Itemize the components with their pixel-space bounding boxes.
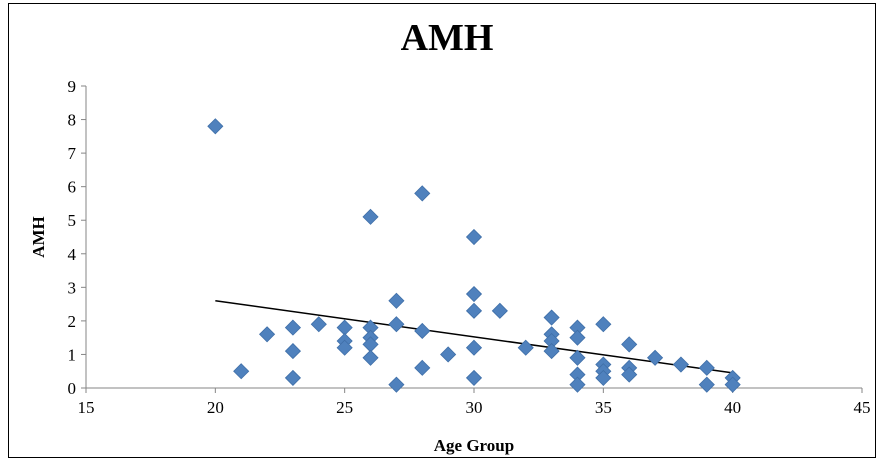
y-tick-label: 2 [68, 312, 77, 331]
data-point [362, 349, 379, 366]
data-point [698, 359, 715, 376]
data-point [569, 349, 586, 366]
x-tick-label: 15 [78, 398, 95, 417]
data-point [465, 285, 483, 303]
data-point [672, 356, 689, 373]
y-tick-label: 3 [68, 278, 77, 297]
data-point [569, 376, 586, 393]
data-point [284, 319, 301, 336]
data-point [647, 349, 664, 366]
data-point [543, 309, 560, 326]
data-point [388, 376, 405, 393]
data-point [698, 376, 715, 393]
data-point [621, 336, 638, 353]
data-point [207, 118, 224, 135]
data-point [284, 343, 301, 360]
y-tick-label: 6 [68, 178, 77, 197]
data-point [517, 339, 534, 356]
x-ticks: 15 20 25 30 35 40 45 [78, 388, 871, 417]
y-tick-label: 1 [68, 345, 77, 364]
x-tick-label: 30 [466, 398, 483, 417]
data-point [336, 319, 353, 336]
data-point [362, 208, 379, 225]
x-tick-label: 20 [207, 398, 224, 417]
data-point [259, 326, 276, 343]
data-point [284, 369, 301, 386]
data-point [310, 316, 327, 333]
data-point [465, 339, 483, 356]
x-axis-label: Age Group [434, 436, 514, 455]
data-point [724, 376, 741, 393]
x-tick-label: 40 [724, 398, 741, 417]
y-tick-label: 0 [68, 379, 77, 398]
y-tick-label: 4 [68, 245, 77, 264]
data-point [388, 316, 405, 333]
trendline [215, 300, 733, 374]
x-tick-label: 25 [336, 398, 353, 417]
data-point [621, 366, 638, 383]
y-tick-label: 8 [68, 111, 77, 130]
data-point [233, 363, 250, 380]
trendline-group [215, 300, 733, 374]
data-point [388, 292, 405, 309]
chart-title: AMH [401, 17, 494, 59]
data-point [595, 369, 612, 386]
data-point [465, 228, 483, 246]
y-axis-label: AMH [29, 216, 48, 258]
data-point [491, 302, 508, 319]
data-points [207, 118, 741, 393]
data-point [336, 339, 353, 356]
data-point [543, 343, 560, 360]
data-point [414, 322, 431, 340]
x-tick-label: 45 [854, 398, 871, 417]
data-point [595, 316, 612, 333]
data-point [414, 185, 431, 202]
data-point [414, 359, 431, 376]
y-tick-label: 9 [68, 77, 77, 96]
y-tick-label: 7 [68, 144, 77, 163]
data-point [440, 346, 457, 363]
y-ticks: 0 1 2 3 4 5 6 7 8 9 [68, 77, 86, 398]
y-tick-label: 5 [68, 211, 77, 230]
data-point [569, 329, 586, 346]
data-point [465, 302, 483, 319]
data-point [465, 369, 483, 386]
x-tick-label: 35 [595, 398, 612, 417]
